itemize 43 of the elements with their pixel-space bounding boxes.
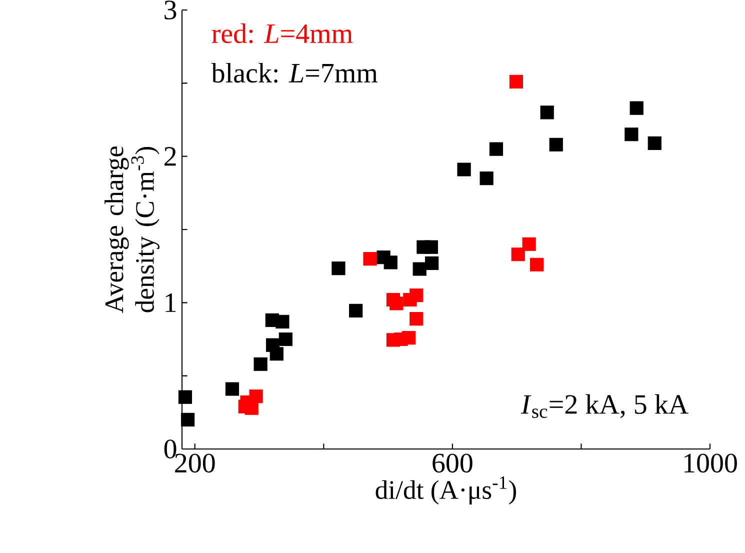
point (480, 171, 494, 186)
point (522, 237, 536, 251)
point (249, 390, 263, 404)
point (425, 256, 439, 270)
point (276, 314, 290, 328)
x-tick-label: 600 (432, 454, 472, 473)
text: red: L=4mm (212, 23, 353, 44)
point (244, 401, 258, 415)
point (549, 138, 563, 152)
point (489, 142, 504, 156)
point (540, 106, 554, 120)
point (384, 256, 398, 270)
y-tick-label: 1 (166, 293, 176, 312)
annotation: I$_{sc}$=2 kA, 5 kA (520, 394, 688, 418)
point (225, 382, 240, 396)
x-tick-label: 200 (175, 454, 215, 473)
point (530, 258, 544, 272)
point (254, 357, 268, 371)
point (332, 261, 346, 276)
x-tick-label: 1000 (684, 454, 737, 473)
point (349, 304, 363, 318)
point (180, 412, 195, 427)
point (363, 252, 377, 266)
point (410, 312, 424, 326)
point (178, 390, 192, 404)
point (270, 347, 284, 361)
point (509, 74, 523, 89)
point (511, 248, 525, 262)
point (410, 288, 424, 302)
point (412, 262, 426, 276)
point (424, 240, 438, 254)
point (402, 330, 416, 345)
point (624, 128, 638, 142)
x-axis-title: di/dt (A·μs$^{-1}$) (376, 476, 516, 504)
y-tick-label: 2 (164, 147, 176, 166)
point (390, 296, 404, 310)
y-tick-label: 0 (164, 440, 176, 458)
text: black: L=7mm (211, 62, 378, 83)
point (457, 162, 471, 176)
point (630, 101, 644, 115)
point (648, 136, 662, 150)
point (278, 332, 292, 346)
y-tick-label: 3 (164, 0, 176, 20)
